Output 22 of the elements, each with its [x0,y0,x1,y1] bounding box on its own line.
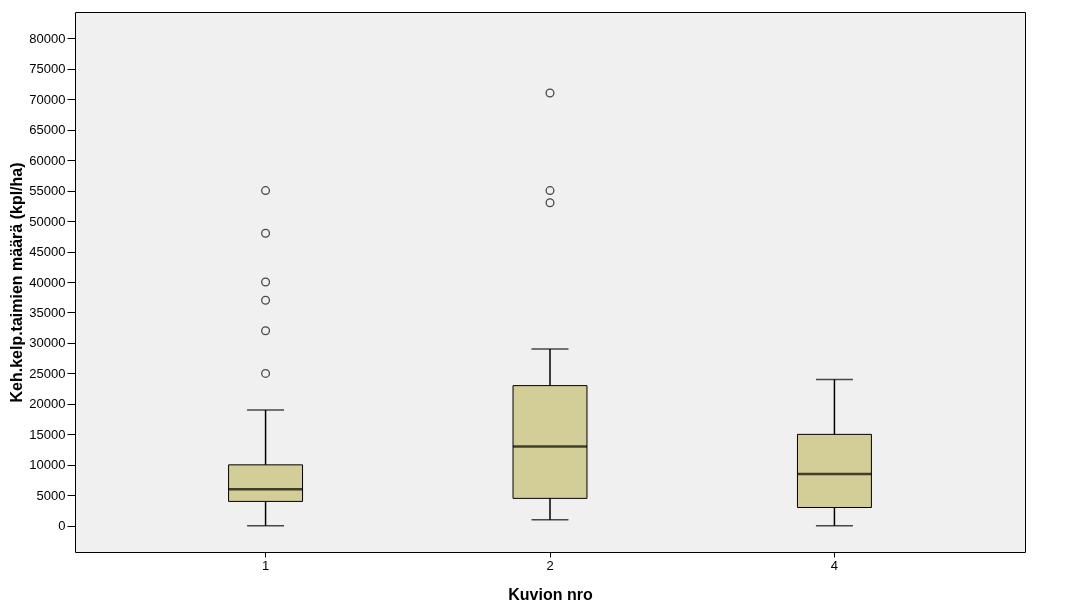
y-tick-label: 10000 [29,457,66,473]
y-tick-label: 35000 [29,304,66,320]
y-tick-label: 40000 [29,274,66,290]
x-tick-label: 4 [830,557,839,573]
y-tick-label: 65000 [29,122,66,138]
x-tick-label: 1 [261,557,270,573]
y-tick-label: 50000 [29,213,66,229]
x-axis-title: Kuvion nro [508,585,593,603]
y-axis-title: Keh.kelp.taimien määrä (kpl/ha) [8,162,26,403]
x-tick-label: 2 [546,557,554,573]
y-tick-label: 55000 [29,183,66,199]
y-tick-label: 0 [58,518,66,534]
y-tick-label: 75000 [29,61,66,77]
y-tick-label: 80000 [29,30,66,46]
y-tick-label: 30000 [29,335,66,351]
y-tick-label: 60000 [29,152,66,168]
y-tick-label: 25000 [29,365,66,381]
y-tick-label: 20000 [29,396,66,412]
y-tick-label: 5000 [36,487,66,503]
y-tick-label: 15000 [29,426,66,442]
y-tick-label: 70000 [29,91,66,107]
y-tick-label: 45000 [29,244,66,260]
